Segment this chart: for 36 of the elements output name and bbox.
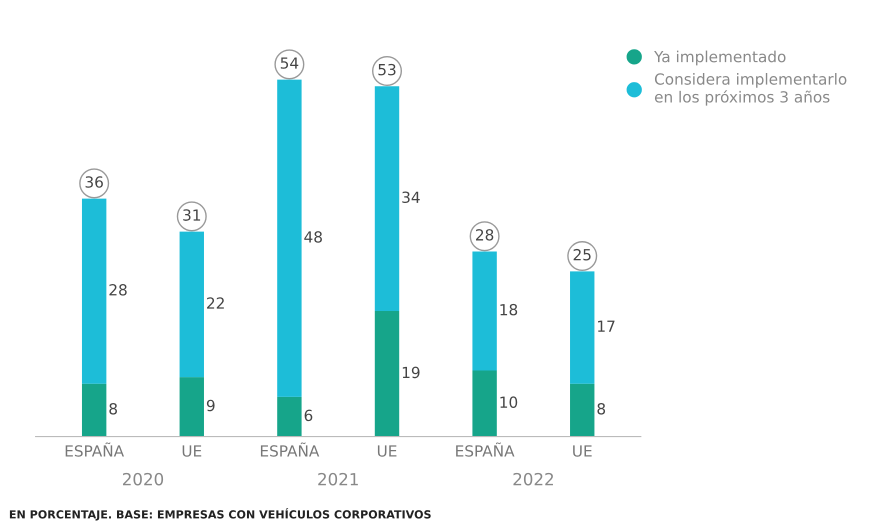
x-tick-label: ESPAÑA — [456, 442, 514, 457]
total-label: 53 — [378, 64, 396, 76]
bar — [277, 396, 302, 437]
total-label: 36 — [86, 176, 103, 188]
total-label: 31 — [183, 209, 200, 221]
text: EN PORCENTAJE. BASE: EMPRESAS CON VEHÍCULOS CORPORATIVOS — [10, 508, 431, 521]
bar — [82, 384, 106, 437]
legend-label: Ya implementado — [654, 50, 786, 66]
total-label: 28 — [476, 229, 494, 241]
x-tick-label: UE — [378, 445, 396, 457]
x-tick-label: ESPAÑA — [66, 442, 124, 457]
data-label: 34 — [402, 192, 420, 204]
bar — [374, 310, 400, 437]
bar — [570, 384, 594, 437]
data-label: 19 — [402, 366, 420, 378]
legend-label: Considera implementarlo en los próximos 3 años — [654, 72, 846, 106]
total-label: 54 — [280, 57, 298, 69]
x-tick-label: ESPAÑA — [260, 442, 320, 457]
data-label: 6 — [304, 410, 312, 422]
data-label: 18 — [500, 304, 518, 316]
data-label: 10 — [500, 396, 518, 408]
bar — [180, 377, 204, 437]
text: 2020 — [122, 472, 164, 486]
data-label: 8 — [597, 403, 606, 415]
data-label: 48 — [304, 231, 322, 243]
total-label: 25 — [574, 248, 591, 260]
x-tick-label: UE — [573, 445, 592, 457]
data-label: 22 — [207, 297, 224, 309]
data-label: 28 — [109, 284, 127, 296]
data-label: 9 — [206, 400, 215, 412]
data-label: 17 — [598, 320, 615, 332]
data-label: 8 — [109, 403, 117, 415]
text: 2021 — [318, 472, 358, 486]
x-tick-label: UE — [182, 445, 202, 457]
bar — [472, 370, 497, 437]
text: 2022 — [513, 472, 553, 486]
